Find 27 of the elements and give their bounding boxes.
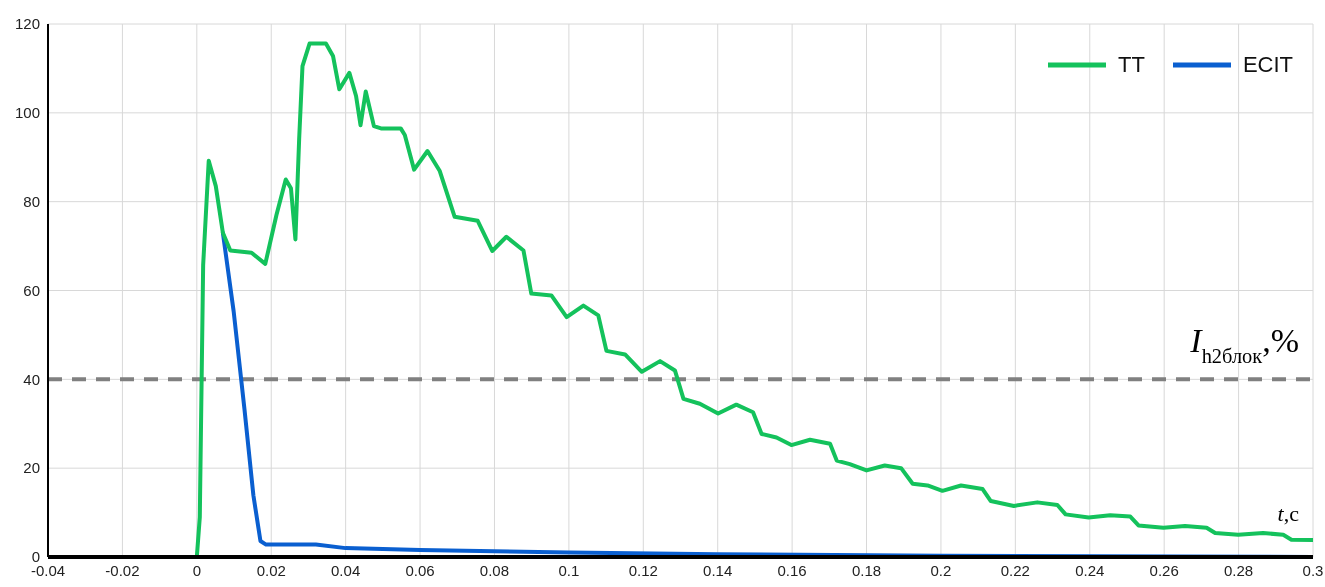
y-tick-label: 100	[14, 104, 40, 122]
x-tick-label: 0.02	[256, 561, 286, 579]
y-tick-label: 40	[23, 370, 40, 388]
x-tick-label: 0.06	[405, 561, 435, 579]
x-tick-label: 0.16	[777, 561, 807, 579]
x-tick-label: 0.3	[1302, 561, 1324, 579]
x-tick-label: -0.02	[105, 561, 140, 579]
y-tick-label: 80	[23, 192, 40, 210]
x-tick-label: 0.14	[703, 561, 733, 579]
legend-label: ECIT	[1242, 52, 1293, 78]
x-tick-label: 0	[192, 561, 201, 579]
x-tick-label: 0.18	[851, 561, 882, 579]
x-tick-label: 0.28	[1223, 561, 1254, 579]
y-axis-title: I$_{h2блок}$,%	[1189, 322, 1299, 367]
x-tick-label: 0.24	[1075, 561, 1105, 579]
x-tick-label: 0.26	[1149, 561, 1179, 579]
legend-label: TT	[1117, 52, 1145, 78]
y-tick-label: 120	[14, 15, 40, 33]
x-tick-label: 0.04	[331, 561, 361, 579]
x-tick-label: 0.1	[558, 561, 580, 579]
x-tick-label: 0.22	[1000, 561, 1030, 579]
x-tick-label: 0.2	[930, 561, 952, 579]
x-tick-label: 0.08	[479, 561, 510, 579]
x-tick-label: 0.12	[628, 561, 658, 579]
x-axis-title: t,c	[1277, 501, 1300, 526]
y-tick-label: 20	[23, 459, 40, 477]
y-tick-label: 60	[23, 281, 40, 299]
